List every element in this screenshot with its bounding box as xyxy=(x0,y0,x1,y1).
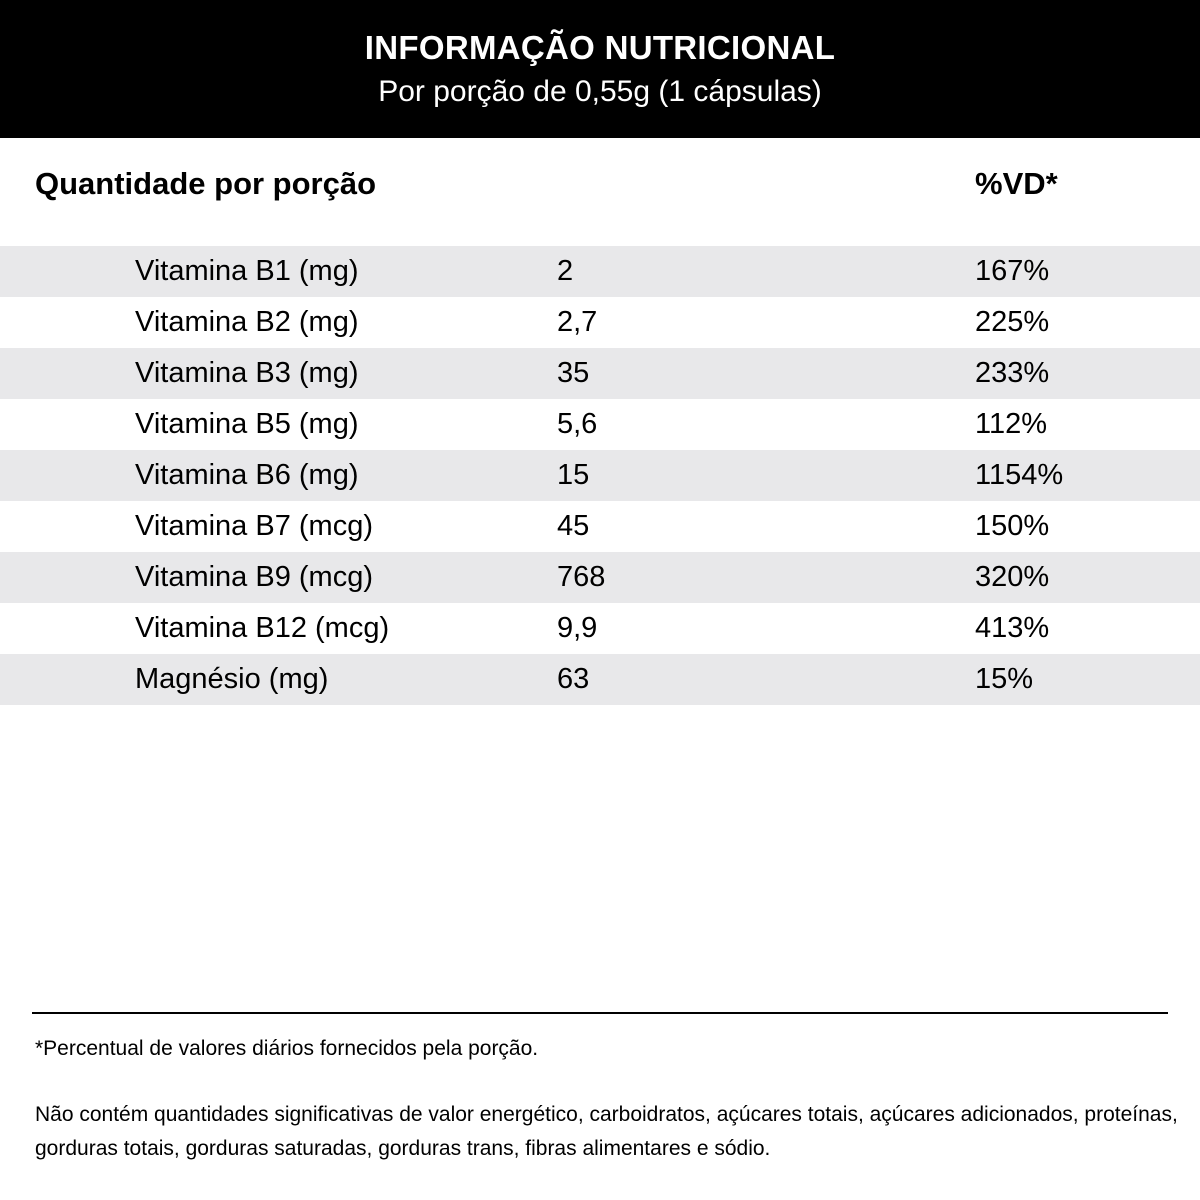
nutrient-amount: 768 xyxy=(557,561,606,593)
serving-size-label: Por porção de 0,55g (1 cápsulas) xyxy=(378,74,822,108)
table-row: Vitamina B1 (mg) 2 167% xyxy=(0,246,1200,297)
nutrient-name: Vitamina B9 (mcg) xyxy=(135,561,373,593)
nutrient-amount: 9,9 xyxy=(557,612,598,644)
table-row: Vitamina B3 (mg) 35 233% xyxy=(0,348,1200,399)
nutrient-dv: 150% xyxy=(975,510,1050,542)
nutrient-name: Vitamina B5 (mg) xyxy=(135,408,359,440)
table-row: Vitamina B7 (mcg) 45 150% xyxy=(0,501,1200,552)
nutrient-amount: 45 xyxy=(557,510,590,542)
nutrient-dv: 413% xyxy=(975,612,1050,644)
nutrient-amount: 15 xyxy=(557,459,590,491)
nutrition-header-band: INFORMAÇÃO NUTRICIONAL Por porção de 0,5… xyxy=(0,0,1200,138)
daily-value-footnote: *Percentual de valores diários fornecido… xyxy=(35,1037,539,1060)
table-row: Vitamina B12 (mcg) 9,9 413% xyxy=(0,603,1200,654)
nutrient-amount: 2,7 xyxy=(557,306,598,338)
nutrient-dv: 167% xyxy=(975,255,1050,287)
nutrient-dv: 225% xyxy=(975,306,1050,338)
nutrient-name: Vitamina B3 (mg) xyxy=(135,357,359,389)
nutrition-disclaimer: Não contém quantidades significativas de… xyxy=(35,1098,1180,1166)
column-header-quantity: Quantidade por porção xyxy=(35,166,377,201)
table-row: Vitamina B9 (mcg) 768 320% xyxy=(0,552,1200,603)
nutrient-name: Vitamina B7 (mcg) xyxy=(135,510,373,542)
nutrient-dv: 15% xyxy=(975,663,1034,695)
disclaimer-line-2: gorduras totais, gorduras saturadas, gor… xyxy=(35,1137,771,1161)
table-row: Vitamina B5 (mg) 5,6 112% xyxy=(0,399,1200,450)
nutrient-amount: 5,6 xyxy=(557,408,598,440)
nutrient-amount: 63 xyxy=(557,663,590,695)
nutrient-name: Vitamina B6 (mg) xyxy=(135,459,359,491)
nutrient-name: Vitamina B2 (mg) xyxy=(135,306,359,338)
footer-divider xyxy=(32,1012,1168,1014)
nutrient-amount: 2 xyxy=(557,255,574,287)
nutrient-name: Vitamina B12 (mcg) xyxy=(135,612,390,644)
column-header-daily-value: %VD* xyxy=(975,166,1058,201)
table-column-headers: Quantidade por porção %VD* xyxy=(0,138,1200,242)
nutrient-name: Vitamina B1 (mg) xyxy=(135,255,359,287)
nutrient-amount: 35 xyxy=(557,357,590,389)
page-title: INFORMAÇÃO NUTRICIONAL xyxy=(364,28,836,66)
table-row: Vitamina B6 (mg) 15 1154% xyxy=(0,450,1200,501)
nutrient-table: Vitamina B1 (mg) 2 167% Vitamina B2 (mg)… xyxy=(0,246,1200,705)
table-row: Vitamina B2 (mg) 2,7 225% xyxy=(0,297,1200,348)
nutrient-dv: 233% xyxy=(975,357,1050,389)
table-row: Magnésio (mg) 63 15% xyxy=(0,654,1200,705)
nutrient-name: Magnésio (mg) xyxy=(135,663,329,695)
disclaimer-line-1: Não contém quantidades significativas de… xyxy=(35,1103,1178,1126)
nutrient-dv: 112% xyxy=(975,408,1048,440)
nutrient-dv: 1154% xyxy=(975,459,1064,491)
nutrient-dv: 320% xyxy=(975,561,1050,593)
